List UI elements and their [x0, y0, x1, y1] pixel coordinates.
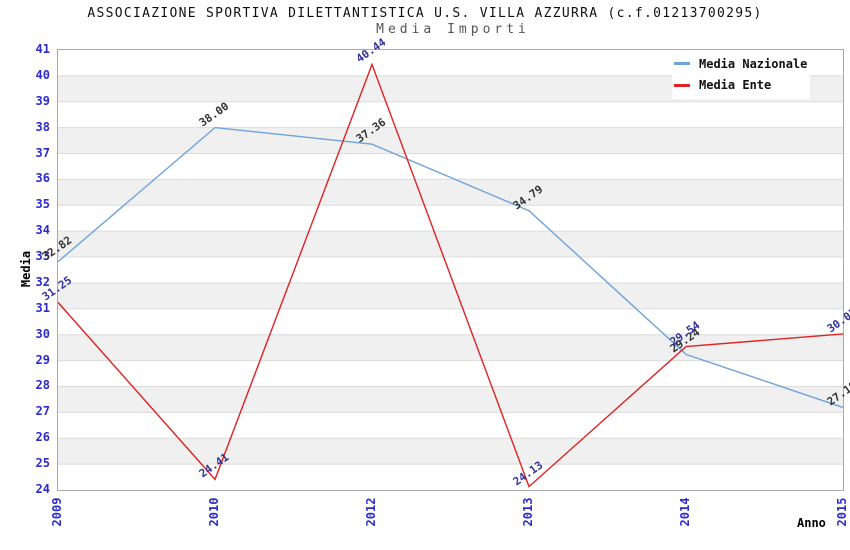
y-tick-label: 35	[35, 197, 50, 212]
chart-subtitle: Media Importi	[376, 22, 530, 37]
x-tick-label: 2012	[364, 497, 378, 527]
legend-swatch-icon	[674, 62, 690, 66]
y-tick-label: 27	[35, 404, 50, 419]
x-axis-title: Anno	[797, 516, 826, 530]
x-tick-label: 2015	[835, 497, 849, 527]
background-band	[58, 386, 843, 413]
y-axis-title: Media	[19, 250, 33, 288]
background-band	[58, 282, 843, 309]
y-tick-label: 33	[35, 249, 50, 264]
chart-title: ASSOCIAZIONE SPORTIVA DILETTANTISTICA U.…	[87, 6, 763, 21]
legend-label: Media Ente	[699, 78, 772, 93]
plot-canvas	[58, 62, 843, 488]
legend-item: Media Ente	[674, 78, 810, 92]
y-tick-label: 29	[35, 352, 50, 367]
y-tick-label: 31	[35, 300, 50, 315]
legend: Media Nazionale Media Ente	[672, 50, 810, 99]
legend-item: Media Nazionale	[674, 57, 810, 71]
y-tick-label: 38	[35, 119, 50, 134]
series-line-media-ente	[58, 62, 843, 488]
y-tick-label: 36	[35, 171, 50, 186]
y-tick-label: 34	[35, 223, 50, 238]
series-line-media-nazionale	[58, 126, 843, 409]
legend-swatch-icon	[674, 83, 690, 87]
x-tick-label: 2013	[521, 497, 535, 527]
y-tick-label: 40	[35, 67, 50, 82]
y-tick-label: 25	[35, 456, 50, 471]
background-band	[58, 127, 843, 154]
y-tick-label: 39	[35, 93, 50, 108]
x-tick-label: 2009	[50, 497, 64, 527]
legend-label: Media Nazionale	[699, 56, 808, 71]
y-tick-label: 41	[35, 42, 50, 56]
y-tick-label: 37	[35, 145, 50, 160]
y-tick-label: 32	[35, 274, 50, 289]
background-band	[58, 438, 843, 465]
y-tick-label: 24	[35, 482, 50, 496]
plot-area	[57, 49, 844, 491]
background-band	[58, 179, 843, 206]
background-band	[58, 231, 843, 258]
background-band	[58, 334, 843, 361]
y-tick-label: 28	[35, 378, 50, 393]
x-tick-label: 2010	[207, 497, 221, 527]
y-tick-label: 30	[35, 326, 50, 341]
y-tick-label: 26	[35, 430, 50, 445]
x-tick-label: 2014	[678, 497, 692, 527]
